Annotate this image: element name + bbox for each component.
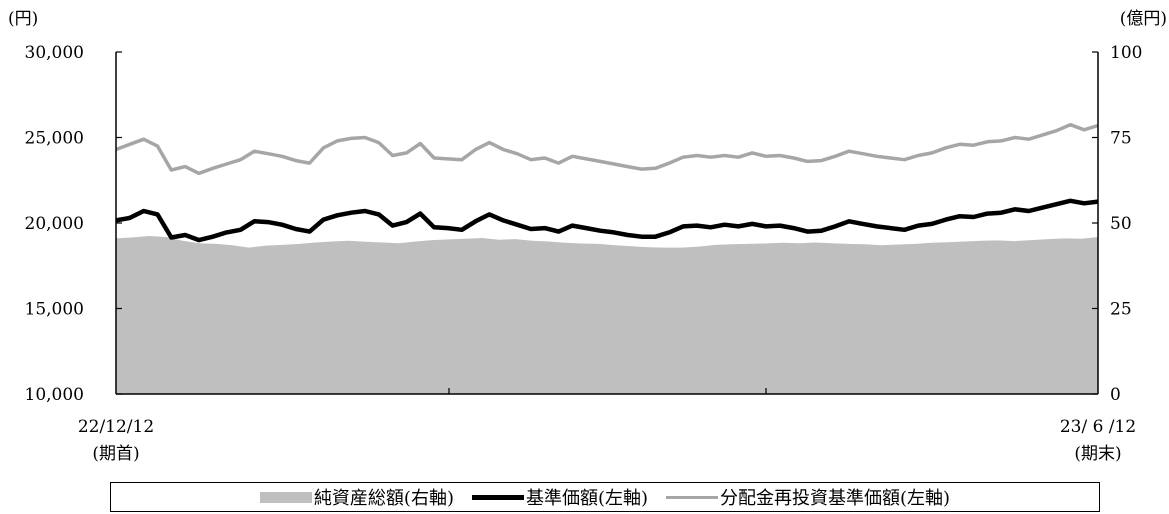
left-tick-label: 15,000 bbox=[25, 300, 84, 320]
right-tick-label: 50 bbox=[1110, 214, 1132, 234]
left-tick-label: 30,000 bbox=[25, 43, 84, 63]
right-tick-label: 25 bbox=[1110, 300, 1132, 320]
left-tick-label: 25,000 bbox=[25, 129, 84, 149]
series-line-nav bbox=[115, 198, 1099, 243]
chart: 10,000 15,000 20,000 25,000 30,000 0 25 50 75 100… bbox=[8, 9, 1167, 464]
ticks-layer: 10,000 15,000 20,000 25,000 30,000 0 25 50 75 100 bbox=[25, 43, 1143, 405]
x-end-label: 23/ 6 /12 bbox=[1060, 417, 1136, 437]
right-tick-label: 0 bbox=[1110, 385, 1121, 405]
x-end-sub-label: (期末) bbox=[1074, 444, 1121, 464]
legend-swatch-nav bbox=[471, 494, 524, 500]
legend-label-nav: 基準価額(左軸) bbox=[525, 488, 649, 509]
legend-label-reinvested-nav: 分配金再投資基準価額(左軸) bbox=[720, 488, 951, 509]
right-tick-label: 75 bbox=[1110, 129, 1132, 149]
legend-swatch-reinvested-nav bbox=[666, 495, 719, 499]
left-tick-label: 10,000 bbox=[25, 385, 84, 405]
x-start-label: 22/12/12 bbox=[78, 417, 154, 437]
left-axis-unit: (円) bbox=[8, 9, 38, 29]
legend-label-net-assets: 純資産総額(右軸) bbox=[313, 488, 454, 509]
series-area-net-assets bbox=[116, 236, 1098, 394]
right-axis-unit: (億円) bbox=[1120, 9, 1167, 29]
legend: 純資産総額(右軸) 基準価額(左軸) 分配金再投資基準価額(左軸) bbox=[110, 482, 1100, 512]
lines-layer bbox=[115, 122, 1099, 243]
legend-item-nav: 基準価額(左軸) bbox=[471, 484, 649, 510]
right-tick-label: 100 bbox=[1110, 43, 1142, 63]
series-line-reinvested-nav bbox=[115, 122, 1099, 176]
legend-item-net-assets: 純資産総額(右軸) bbox=[259, 484, 454, 510]
x-start-sub-label: (期首) bbox=[92, 444, 139, 464]
legend-item-reinvested-nav: 分配金再投資基準価額(左軸) bbox=[666, 484, 950, 510]
left-tick-label: 20,000 bbox=[25, 214, 84, 234]
legend-swatch-net-assets bbox=[259, 491, 312, 503]
net-assets-area-layer bbox=[116, 236, 1098, 394]
